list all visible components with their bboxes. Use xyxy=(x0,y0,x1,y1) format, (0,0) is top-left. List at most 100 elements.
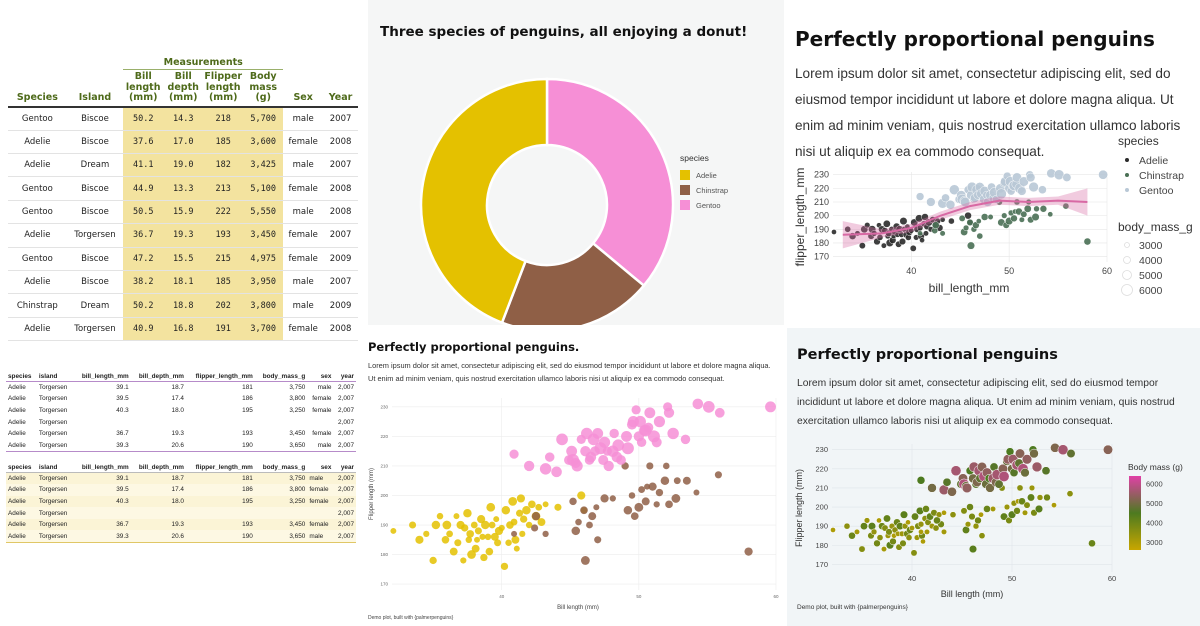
table-cell: Gentoo xyxy=(8,247,67,271)
pp2-point xyxy=(571,460,583,472)
measurements-spanner: Measurements xyxy=(123,56,284,71)
pp2-y-tick-label: 190 xyxy=(380,523,388,528)
small-col-header: species xyxy=(8,373,32,380)
pp2-point xyxy=(542,530,549,538)
pp3-point xyxy=(994,479,1004,489)
pp3-point xyxy=(848,531,856,540)
pp3-point xyxy=(1034,504,1044,514)
small-table-cell: 2,007 xyxy=(338,486,354,494)
pp3-point xyxy=(947,486,957,497)
pp1-point xyxy=(882,219,891,228)
pp2-point xyxy=(528,500,536,509)
small-table-cell: 3,250 xyxy=(289,497,306,505)
small-table-cell: Adelie xyxy=(8,486,26,494)
pp2-point xyxy=(522,506,531,515)
pp2-point xyxy=(531,524,539,532)
small-table-cell xyxy=(131,507,186,519)
pp2-point xyxy=(481,520,490,530)
y-tick-label: 170 xyxy=(814,252,829,262)
pp1-legend-size-circle xyxy=(1124,242,1130,248)
pp2-point xyxy=(665,500,673,509)
small-table-cell: Adelie xyxy=(8,395,26,403)
pp2-y-tick-label: 200 xyxy=(380,493,388,498)
table-cell: Biscoe xyxy=(66,106,124,131)
small-table-cell: 39.1 xyxy=(116,475,129,483)
pp3-point xyxy=(1023,501,1031,509)
small-table-cell: 3,800 xyxy=(289,395,306,403)
donut-legend-title: species xyxy=(680,153,709,163)
pp3-title: Perfectly proportional penguins xyxy=(797,347,1058,363)
table-cell: female xyxy=(283,223,324,248)
pp2-point xyxy=(588,512,597,521)
pp3-point xyxy=(1066,449,1076,459)
pp1-y-axis-title: flipper_length_mm xyxy=(793,168,807,267)
pp1-legend-dot xyxy=(1125,188,1129,192)
pp3-point xyxy=(917,521,925,528)
pp2-point xyxy=(531,512,541,521)
pp3-point xyxy=(1057,444,1069,456)
table-cell: 44.9 xyxy=(123,176,164,201)
table-cell: 47.2 xyxy=(123,247,164,271)
pp3-y-tick-label: 210 xyxy=(815,483,828,492)
pp2-point xyxy=(542,501,549,508)
table-cell: Biscoe xyxy=(66,247,124,271)
small-table-cell: 195 xyxy=(242,406,253,414)
pp3-point xyxy=(881,546,887,553)
pp2-point xyxy=(501,506,511,515)
small-table-cell: 2,007 xyxy=(338,418,354,426)
pp3-point xyxy=(1003,503,1011,511)
small-table-cell: 2,007 xyxy=(338,406,354,414)
pp2-point xyxy=(554,503,562,511)
y-tick-label: 230 xyxy=(814,170,829,180)
table-cell: female xyxy=(283,247,324,271)
table-cell: 3,950 xyxy=(243,270,284,295)
table-cell: 3,425 xyxy=(243,153,284,178)
pp3-point xyxy=(889,537,897,546)
small-table-cell: Torgersen xyxy=(38,509,68,517)
col-header: Year xyxy=(323,69,358,108)
donut-title: Three species of penguins, all enjoying … xyxy=(380,24,748,40)
small-table-cell: 190 xyxy=(242,441,253,449)
table-cell: 2009 xyxy=(323,293,358,318)
pp3-point xyxy=(978,511,984,518)
pp2-point xyxy=(577,491,586,500)
pp2-point xyxy=(612,439,625,452)
pp2-point xyxy=(638,486,646,493)
pp1-point xyxy=(931,221,940,229)
pp3-point xyxy=(990,505,996,512)
pp2-point xyxy=(535,503,543,511)
donut-chart-panel: Three species of penguins, all enjoying … xyxy=(368,0,784,325)
pp2-caption: Demo plot, built with {palmerpenguins} xyxy=(368,615,454,621)
table-cell: 50.2 xyxy=(123,293,164,318)
pp3-point xyxy=(1013,507,1021,515)
y-tick-label: 210 xyxy=(814,197,829,207)
pp1-point xyxy=(1020,210,1028,218)
pp2-point xyxy=(653,416,666,428)
small-table-cell xyxy=(255,507,307,519)
pp2-x-tick-label: 50 xyxy=(636,594,642,599)
table-cell: Biscoe xyxy=(66,176,124,201)
small-table-cell: 3,800 xyxy=(289,486,306,494)
small-col-header: bill_length_mm xyxy=(81,373,129,380)
table-cell: Chinstrap xyxy=(8,293,67,318)
small-table-cell: 3,450 xyxy=(289,521,306,529)
small-table-cell: 17.4 xyxy=(171,395,184,403)
small-table-cell: 3,250 xyxy=(289,406,306,414)
pp1-point xyxy=(962,224,970,232)
pp3-point xyxy=(941,528,947,535)
pp2-point xyxy=(415,535,424,544)
pp2-point xyxy=(569,497,577,506)
pp1-point xyxy=(1010,214,1018,223)
pp1-point xyxy=(966,241,976,250)
pp2-point xyxy=(505,539,512,546)
pp1-point xyxy=(1018,216,1025,223)
pp2-point xyxy=(692,398,704,410)
pp1-point xyxy=(1017,186,1027,196)
small-table-cell: 39.3 xyxy=(116,441,129,449)
table-cell: 5,100 xyxy=(243,176,284,201)
pp2-point xyxy=(539,463,552,475)
small-table-row: Adelie Torgersen 39.3 20.6 190 3,650 male 2,007 xyxy=(6,439,356,452)
x-tick-label: 50 xyxy=(1004,266,1014,276)
donut-legend-label: Chinstrap xyxy=(696,186,728,195)
pp2-point xyxy=(477,515,486,524)
